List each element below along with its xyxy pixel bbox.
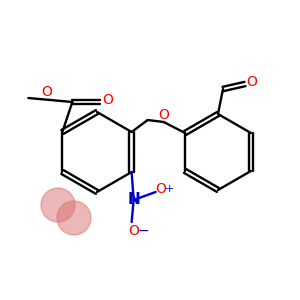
Text: O: O [128,224,139,238]
Text: O: O [155,182,166,196]
Text: O: O [158,108,169,122]
Text: O: O [247,75,257,89]
Text: +: + [165,184,174,194]
Text: N: N [127,193,140,208]
Text: O: O [41,85,52,99]
Text: −: − [138,224,149,238]
Text: O: O [102,93,113,107]
Circle shape [57,201,91,235]
Circle shape [41,188,75,222]
